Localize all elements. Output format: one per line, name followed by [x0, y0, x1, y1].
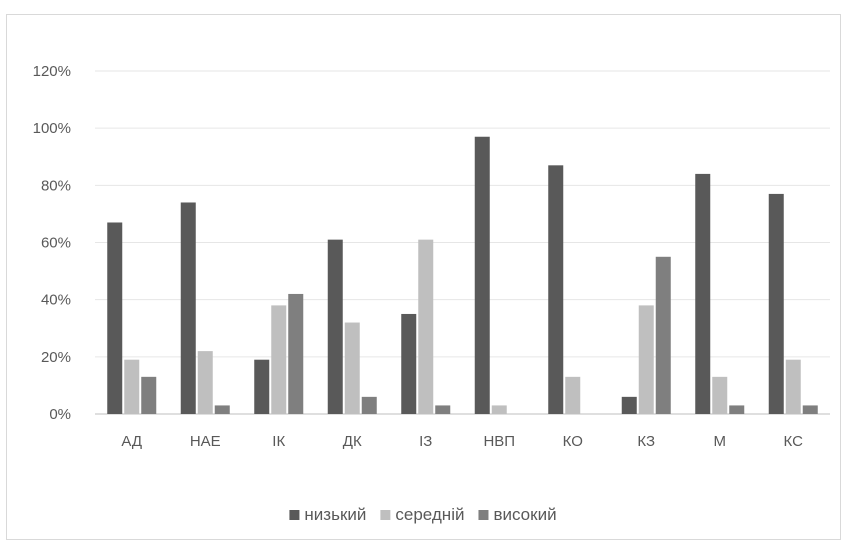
- bar-2: [785, 359, 801, 414]
- legend-label: низький: [304, 505, 366, 524]
- x-tick-label: КО: [563, 433, 583, 450]
- x-axis-ticks: АД НАЕ ІК ДК ІЗ НВП КО КЗ М КС: [121, 433, 803, 450]
- y-tick-label: 120%: [33, 63, 71, 80]
- bar-3: [141, 376, 157, 414]
- bar-1: [695, 173, 711, 414]
- bar-2: [418, 239, 434, 414]
- legend: низький середній високий: [289, 505, 557, 524]
- legend-label: високий: [493, 505, 556, 524]
- bar-2: [565, 376, 581, 414]
- bar-1: [548, 165, 564, 414]
- y-tick-label: 80%: [41, 177, 71, 194]
- y-tick-label: 20%: [41, 349, 71, 366]
- bar-2: [491, 405, 507, 414]
- bar-3: [435, 405, 451, 414]
- x-tick-label: НАЕ: [190, 433, 221, 450]
- bar-1: [180, 202, 196, 414]
- legend-swatch: [478, 510, 489, 520]
- bar-1: [107, 222, 123, 414]
- bar-3: [802, 405, 818, 414]
- bar-2: [638, 305, 654, 414]
- bar-3: [729, 405, 745, 414]
- bar-1: [768, 193, 784, 414]
- bar-2: [712, 376, 728, 414]
- x-tick-label: ІЗ: [419, 433, 432, 450]
- x-tick-label: ДК: [343, 433, 362, 450]
- x-tick-label: АД: [121, 433, 142, 450]
- bar-3: [655, 256, 671, 414]
- bar-1: [327, 239, 343, 414]
- y-tick-label: 100%: [33, 120, 71, 137]
- legend-swatch: [380, 510, 391, 520]
- bar-3: [288, 293, 304, 414]
- y-tick-label: 0%: [49, 406, 71, 423]
- bar-1: [474, 136, 490, 414]
- y-tick-label: 40%: [41, 292, 71, 309]
- legend-label: середній: [395, 505, 464, 524]
- x-tick-label: КЗ: [637, 433, 655, 450]
- bar-1: [254, 359, 270, 414]
- legend-swatch: [289, 510, 300, 520]
- x-tick-label: М: [714, 433, 727, 450]
- bar-2: [271, 305, 287, 414]
- bar-2: [197, 351, 213, 414]
- bar-3: [361, 396, 377, 414]
- bar-1: [401, 313, 417, 414]
- bar-3: [214, 405, 230, 414]
- bar-2: [124, 359, 140, 414]
- x-tick-label: НВП: [483, 433, 515, 450]
- bar-2: [344, 322, 360, 414]
- y-axis-ticks: 0% 20% 40% 60% 80% 100% 120%: [33, 63, 71, 423]
- x-tick-label: КС: [784, 433, 804, 450]
- bar-1: [621, 396, 637, 414]
- y-tick-label: 60%: [41, 235, 71, 252]
- x-tick-label: ІК: [272, 433, 285, 450]
- bars: [107, 136, 818, 414]
